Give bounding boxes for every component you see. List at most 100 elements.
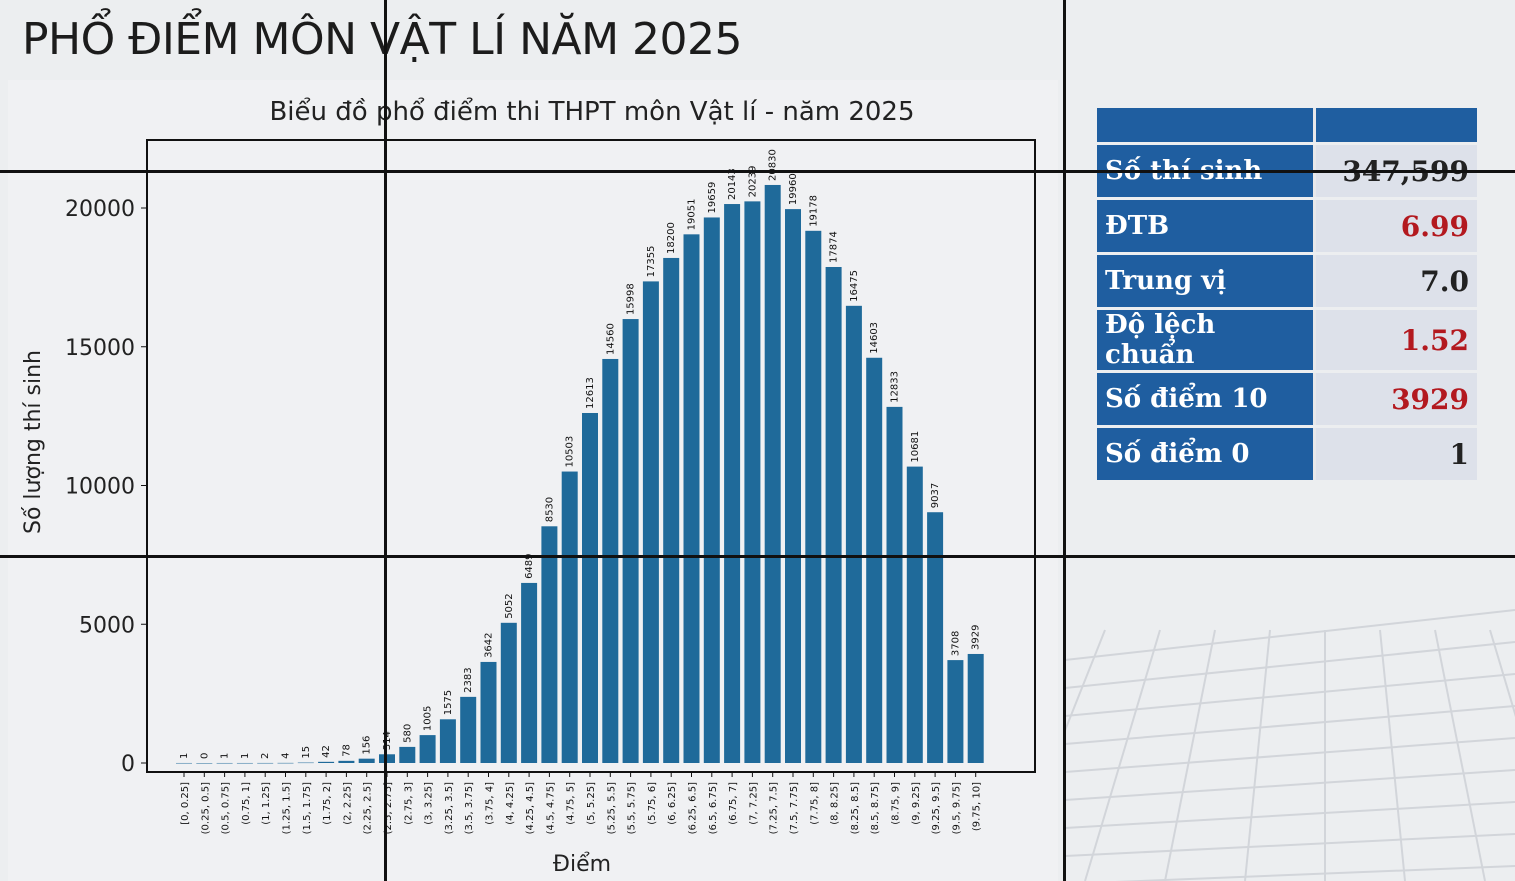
x-tick-label: (8.5, 8.75] bbox=[870, 782, 881, 834]
bar bbox=[480, 661, 497, 763]
floor-line bbox=[1065, 769, 1515, 801]
x-tick-label: (2, 2.25] bbox=[342, 782, 353, 825]
bar-value-label: 1005 bbox=[423, 706, 434, 731]
x-tick-label: (9.25, 9.5] bbox=[931, 782, 942, 834]
table-row: Số điểm 10 3929 bbox=[1097, 373, 1477, 425]
bar-value-label: 3929 bbox=[971, 625, 982, 650]
bar-value-label: 9037 bbox=[930, 483, 941, 508]
x-tick-label: (2.25, 2.5] bbox=[363, 782, 374, 834]
bar bbox=[866, 357, 883, 763]
bar-value-label: 8530 bbox=[544, 497, 555, 522]
x-tick-label: (5.75, 6] bbox=[647, 782, 658, 825]
bar bbox=[277, 762, 294, 764]
bar-value-label: 18200 bbox=[666, 222, 677, 254]
bar bbox=[257, 762, 274, 764]
floor-line bbox=[1065, 705, 1515, 745]
bar-value-label: 20830 bbox=[768, 149, 779, 181]
bar bbox=[845, 305, 862, 763]
bar bbox=[744, 201, 761, 764]
floor-line bbox=[1065, 833, 1515, 857]
floor-line bbox=[1065, 801, 1515, 829]
floor-grid-decoration bbox=[1065, 609, 1515, 881]
page-title: PHỔ ĐIỂM MÔN VẬT LÍ NĂM 2025 bbox=[22, 14, 743, 65]
stat-value: 7.0 bbox=[1316, 255, 1477, 307]
table-header-cell bbox=[1097, 108, 1316, 142]
floor-line bbox=[1434, 629, 1486, 881]
bar-value-label: 1 bbox=[220, 753, 231, 759]
bar bbox=[500, 622, 517, 763]
x-tick-label: (8, 8.25] bbox=[830, 782, 841, 825]
table-row: Trung vị 7.0 bbox=[1097, 255, 1477, 307]
x-tick-label: (1.5, 1.75] bbox=[302, 782, 313, 834]
bar bbox=[460, 696, 477, 763]
bar bbox=[216, 762, 233, 764]
table-row: Độ lệch chuẩn 1.52 bbox=[1097, 310, 1477, 370]
bar-value-label: 17355 bbox=[646, 246, 657, 278]
bar bbox=[663, 257, 680, 763]
x-tick-label: (9.75, 10] bbox=[972, 782, 983, 831]
bar-value-label: 15 bbox=[301, 746, 312, 759]
bar bbox=[521, 582, 538, 763]
floor-line bbox=[1065, 673, 1515, 717]
stat-label: Trung vị bbox=[1097, 255, 1316, 307]
bar-value-label: 19659 bbox=[707, 182, 718, 214]
stat-label: ĐTB bbox=[1097, 200, 1316, 252]
bar bbox=[582, 412, 598, 763]
stat-value: 1.52 bbox=[1316, 310, 1477, 370]
bar-value-label: 4 bbox=[281, 753, 292, 759]
bar-value-label: 19051 bbox=[687, 199, 698, 231]
bar-value-label: 20239 bbox=[747, 166, 758, 198]
bar-value-label: 2 bbox=[260, 753, 271, 759]
statistics-table: Số thí sinh 347,599 ĐTB 6.99 Trung vị 7.0 Độ l… bbox=[1097, 105, 1477, 483]
bar bbox=[825, 266, 842, 763]
bar-value-label: 19178 bbox=[808, 195, 819, 227]
bar-value-label: 6489 bbox=[524, 553, 535, 578]
bar-value-label: 5052 bbox=[504, 593, 515, 618]
screen-seam-horizontal-2 bbox=[0, 555, 1515, 558]
x-tick-label: (5, 5.25] bbox=[586, 782, 597, 825]
bar-value-label: 1575 bbox=[443, 690, 454, 715]
screen-seam-vertical-2 bbox=[1063, 0, 1066, 881]
x-tick-label: (5.5, 5.75] bbox=[627, 782, 638, 834]
x-tick-label: (2.75, 3] bbox=[403, 782, 414, 825]
x-tick-label: (4.75, 5] bbox=[566, 782, 577, 825]
screen-seam-horizontal-1 bbox=[0, 170, 1515, 173]
bar bbox=[602, 358, 619, 763]
floor-line bbox=[1489, 629, 1515, 718]
bar bbox=[439, 719, 456, 763]
x-tick-label: (0.5, 0.75] bbox=[221, 782, 232, 834]
stat-value: 6.99 bbox=[1316, 200, 1477, 252]
x-tick-label: (6.25, 6.5] bbox=[688, 782, 699, 834]
x-tick-label: (6, 6.25] bbox=[667, 782, 678, 825]
x-tick-label: (4, 4.25] bbox=[505, 782, 516, 825]
x-tick-label: (1, 1.25] bbox=[261, 782, 272, 825]
bar bbox=[805, 230, 822, 764]
x-tick-label: (9.5, 9.75] bbox=[951, 782, 962, 834]
histogram-chart: Biểu đồ phổ điểm thi THPT môn Vật lí - n… bbox=[8, 80, 1058, 881]
bar-value-label: 12613 bbox=[585, 377, 596, 409]
table-header-row bbox=[1097, 108, 1477, 142]
bar bbox=[379, 754, 395, 763]
x-tick-label: (3.5, 3.75] bbox=[464, 782, 475, 834]
bar bbox=[338, 760, 355, 763]
bar-value-label: 78 bbox=[341, 744, 352, 757]
screen-seam-vertical-1 bbox=[384, 0, 387, 881]
bar bbox=[703, 217, 720, 763]
floor-line bbox=[1114, 865, 1515, 881]
x-tick-label: (8.25, 8.5] bbox=[850, 782, 861, 834]
x-tick-label: (1.25, 1.5] bbox=[282, 782, 293, 834]
floor-line bbox=[1379, 629, 1406, 881]
x-tick-label: (1.75, 2] bbox=[322, 782, 333, 825]
bar-value-label: 12833 bbox=[890, 371, 901, 403]
y-tick-label: 20000 bbox=[65, 197, 135, 222]
bar-value-label: 15998 bbox=[626, 283, 637, 315]
bar-value-label: 16475 bbox=[849, 270, 860, 302]
bar bbox=[785, 209, 801, 764]
bar bbox=[906, 466, 923, 763]
bar bbox=[561, 471, 578, 763]
bar bbox=[947, 660, 964, 763]
floor-line bbox=[1164, 629, 1216, 881]
x-axis-label: Điểm bbox=[553, 852, 611, 877]
bar bbox=[541, 526, 558, 763]
